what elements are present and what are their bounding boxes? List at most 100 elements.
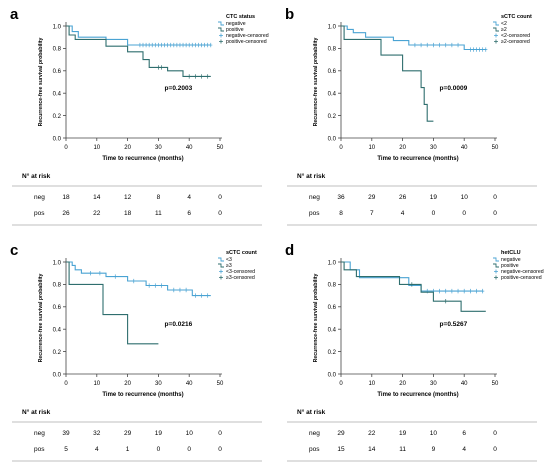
x-tick-label: 0 (64, 145, 68, 151)
survival-curve-negative (66, 25, 211, 46)
risk-count-pos: 1 (126, 446, 130, 453)
risk-count-pos: 9 (432, 446, 436, 453)
y-tick-label: 1.0 (328, 260, 337, 266)
survival-curve-negative (341, 25, 486, 51)
x-tick-label: 20 (124, 381, 131, 387)
legend-censor-swatch (494, 275, 498, 280)
y-tick-label: 0.8 (328, 47, 337, 53)
censor-mark (209, 42, 213, 48)
legend-entry: positive (226, 27, 244, 33)
censor-mark (181, 42, 185, 48)
risk-count-pos: 0 (218, 446, 222, 453)
censor-mark (468, 47, 472, 52)
risk-count-neg: 4 (187, 194, 191, 201)
risk-row-label-neg: neg (309, 194, 320, 201)
censor-mark (162, 42, 167, 48)
legend-entry: ≥2 (501, 27, 507, 33)
censor-mark (141, 42, 145, 48)
risk-count-pos: 0 (187, 446, 191, 453)
y-tick-label: 0.8 (328, 283, 337, 289)
legend-title: sCTC count (226, 250, 257, 256)
censor-mark (193, 74, 197, 79)
censor-mark (462, 288, 466, 294)
censor-mark (147, 42, 151, 48)
panel-letter: a (10, 6, 19, 23)
x-axis-label: Time to recurrence (months) (377, 392, 458, 398)
p-value: p=0.0009 (440, 85, 468, 92)
risk-count-neg: 39 (62, 430, 70, 437)
risk-count-pos: 0 (493, 446, 497, 453)
x-tick-label: 20 (399, 381, 406, 387)
censor-mark (187, 74, 191, 79)
risk-count-pos: 0 (493, 210, 497, 217)
survival-curve-positive (341, 25, 434, 122)
legend-entry: negative-censored (501, 269, 544, 275)
risk-row-label-pos: pos (309, 210, 320, 217)
risk-count-neg: 19 (399, 430, 407, 437)
y-tick-label: 0.2 (53, 350, 62, 356)
survival-curve-positive (66, 25, 211, 77)
censor-mark (471, 47, 476, 52)
risk-row-label-pos: pos (34, 210, 45, 217)
risk-count-neg: 22 (368, 430, 376, 437)
legend-entry: negative (226, 21, 246, 27)
y-tick-label: 0.8 (53, 283, 62, 289)
y-tick-label: 0.2 (328, 350, 337, 356)
legend-swatch (218, 257, 224, 262)
censor-mark (474, 47, 479, 52)
censor-mark (193, 42, 197, 48)
legend-entry: positive-censored (226, 39, 267, 45)
y-tick-label: 0.6 (328, 69, 337, 75)
x-tick-label: 10 (93, 381, 100, 387)
censor-mark (144, 42, 148, 48)
legend-swatch (218, 21, 224, 26)
legend-entry: ≥3-censored (226, 275, 255, 281)
risk-count-neg: 32 (93, 430, 101, 437)
risk-count-pos: 0 (218, 210, 222, 217)
censor-mark (159, 42, 164, 48)
risk-count-pos: 0 (432, 210, 436, 217)
legend-entry: <2-censored (501, 33, 530, 39)
x-axis-label: Time to recurrence (months) (377, 156, 458, 162)
risk-count-neg: 0 (218, 194, 222, 201)
censor-mark (450, 288, 454, 294)
risk-count-neg: 14 (93, 194, 101, 201)
risk-table-header: N° at risk (22, 172, 51, 180)
risk-row-label-pos: pos (34, 446, 45, 453)
risk-count-pos: 4 (95, 446, 99, 453)
censor-mark (437, 42, 442, 48)
legend-censor-swatch (494, 39, 498, 44)
legend-entry: positive-censored (501, 275, 542, 281)
legend-entry: ≥2-censored (501, 39, 530, 45)
x-tick-label: 10 (93, 145, 100, 151)
legend-swatch (218, 263, 224, 268)
risk-count-neg: 10 (461, 194, 469, 201)
risk-count-pos: 14 (368, 446, 376, 453)
legend-censor-swatch (494, 33, 498, 38)
y-tick-label: 0.6 (53, 69, 62, 75)
censor-mark (478, 47, 482, 52)
legend-entry: ≥3 (226, 263, 232, 269)
censor-mark (199, 42, 204, 48)
censor-mark (474, 288, 479, 294)
risk-count-pos: 18 (124, 210, 132, 217)
legend-title: sCTC count (501, 14, 532, 20)
x-tick-label: 0 (64, 381, 68, 387)
censor-mark (199, 74, 204, 79)
risk-row-label-pos: pos (309, 446, 320, 453)
risk-count-neg: 29 (337, 430, 345, 437)
censor-mark (159, 65, 164, 70)
censor-mark (184, 42, 188, 48)
censor-mark (172, 42, 176, 48)
risk-count-pos: 0 (157, 446, 161, 453)
risk-count-pos: 4 (401, 210, 405, 217)
risk-table-header: N° at risk (297, 172, 326, 180)
x-axis-label: Time to recurrence (months) (102, 392, 183, 398)
censor-mark (138, 42, 142, 48)
y-axis-label: Recurrence-free survival probability (38, 273, 44, 362)
risk-count-pos: 11 (155, 210, 162, 217)
legend-censor-swatch (219, 39, 223, 44)
legend-entry: <2 (501, 21, 507, 27)
